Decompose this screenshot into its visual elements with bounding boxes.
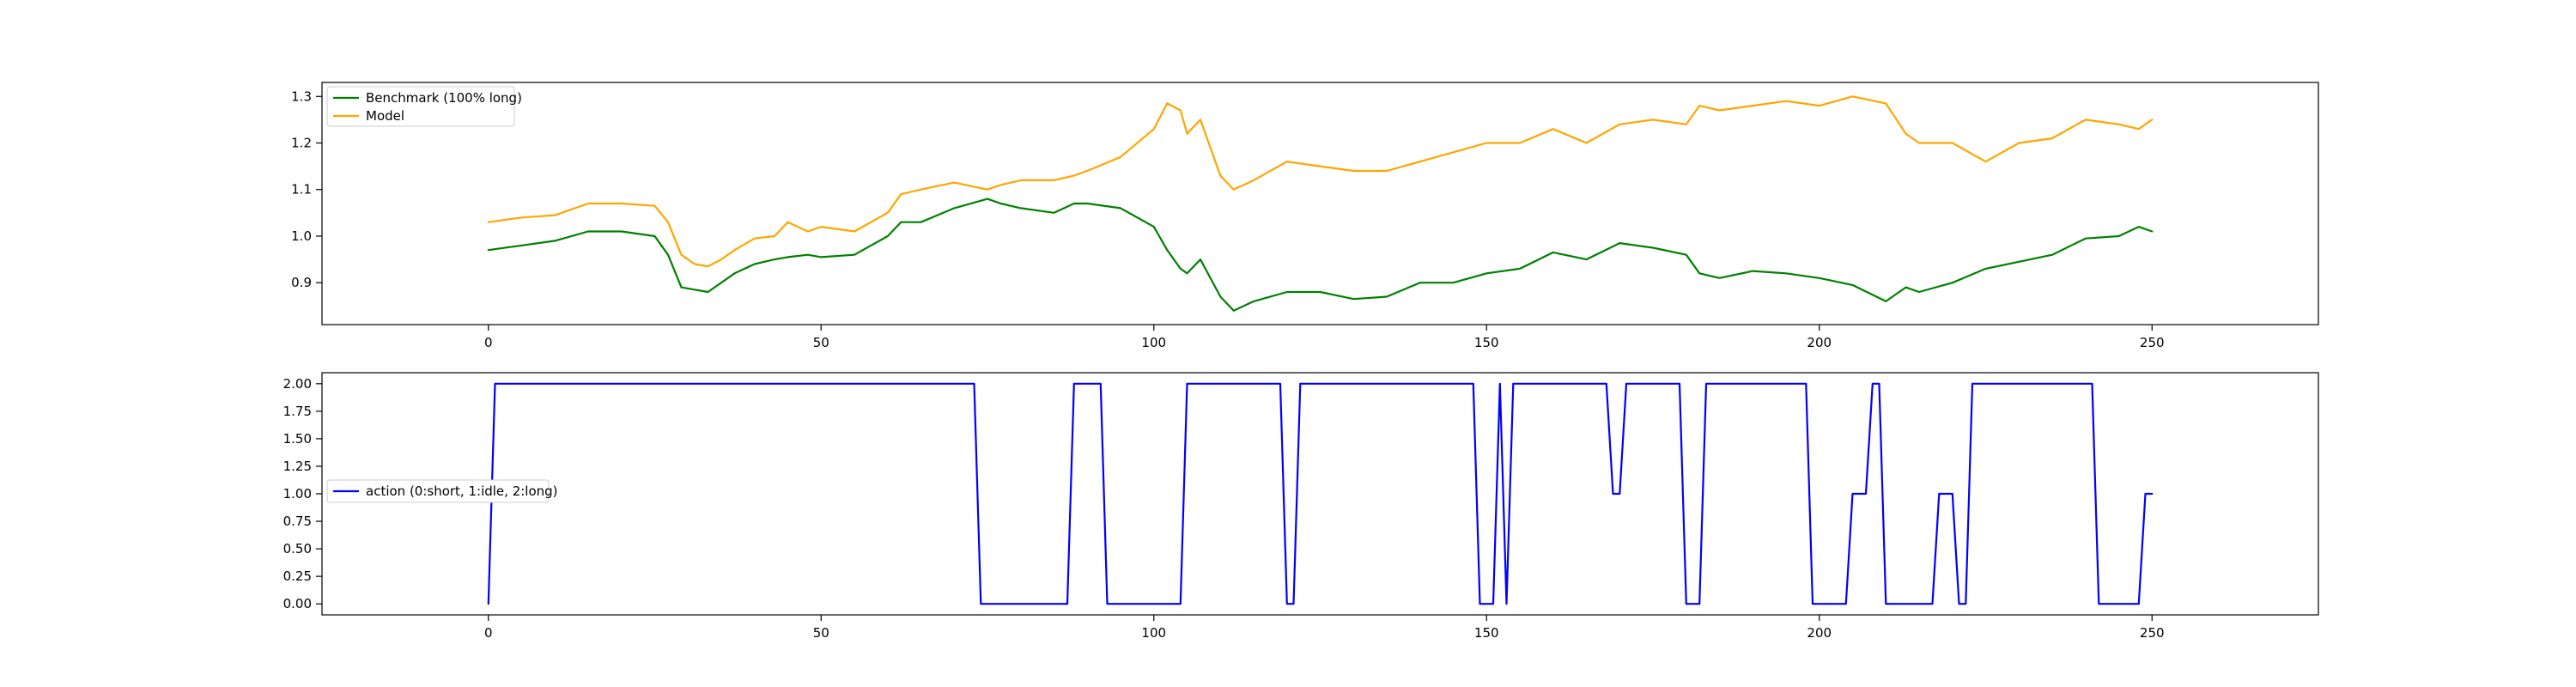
x-tick-label-200: 200 <box>1807 625 1832 641</box>
price-legend-box <box>326 86 515 127</box>
action-axes-frame <box>321 372 2319 616</box>
y-tick-label-5: 1.25 <box>283 459 312 474</box>
y-tick-label-0: 0.9 <box>291 275 312 290</box>
series-line-action-0-short-1-idle-2-long <box>487 382 2154 605</box>
y-tick-label-2: 0.50 <box>283 541 312 556</box>
y-tick-label-6: 1.50 <box>283 431 312 447</box>
action-panel: 0 50 100 150 200 250 0.00 0.25 0.50 0.75 1.00 1.25… <box>283 372 2319 641</box>
legend-label-action: action (0:short, 1:idle, 2:long) <box>366 483 558 499</box>
legend-label-benchmark: Benchmark (100% long) <box>366 90 522 106</box>
x-tick-label-100: 100 <box>1141 625 1166 641</box>
price-legend: Benchmark (100% long) Model <box>326 86 522 127</box>
y-tick-label-3: 1.2 <box>291 136 312 151</box>
x-tick-label-50: 50 <box>813 625 829 641</box>
y-tick-label-7: 1.75 <box>283 404 312 419</box>
action-legend-box <box>326 479 550 503</box>
y-tick-label-1: 1.0 <box>291 228 312 244</box>
y-tick-label-1: 0.25 <box>283 568 312 584</box>
x-tick-label-100: 100 <box>1141 335 1166 350</box>
x-tick-label-0: 0 <box>484 335 493 350</box>
y-tick-label-3: 0.75 <box>283 514 312 529</box>
y-tick-label-2: 1.1 <box>291 182 312 198</box>
price-panel: 0 50 100 150 200 250 0.9 1.0 1.1 1.2 1.3 Benchmar… <box>291 82 2319 350</box>
y-tick-label-4: 1.00 <box>283 486 312 502</box>
series-line-model <box>487 95 2154 268</box>
y-tick-label-8: 2.00 <box>283 376 312 392</box>
legend-label-model: Model <box>366 108 404 124</box>
action-legend: action (0:short, 1:idle, 2:long) <box>326 479 558 503</box>
x-tick-label-0: 0 <box>484 625 493 641</box>
x-tick-label-250: 250 <box>2140 625 2165 641</box>
y-tick-label-0: 0.00 <box>283 596 312 611</box>
y-tick-label-4: 1.3 <box>291 88 312 104</box>
price-axes-frame <box>321 82 2319 325</box>
x-tick-label-50: 50 <box>813 335 829 350</box>
x-tick-label-200: 200 <box>1807 335 1832 350</box>
x-tick-label-250: 250 <box>2140 335 2165 350</box>
x-tick-label-150: 150 <box>1474 625 1499 641</box>
series-line-benchmark-100-long <box>487 198 2154 312</box>
x-tick-label-150: 150 <box>1474 335 1499 350</box>
